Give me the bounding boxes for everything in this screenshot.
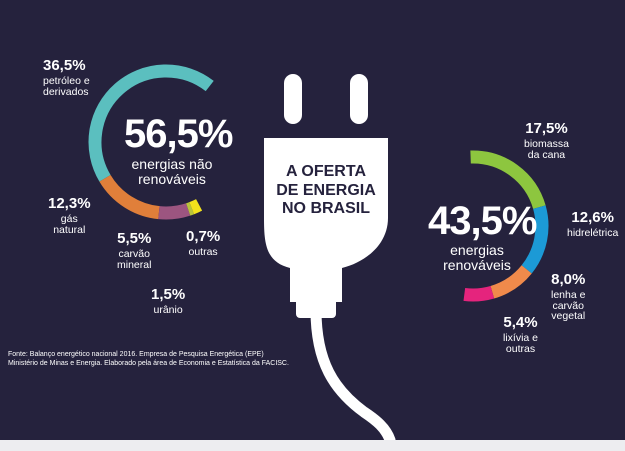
chart-canvas bbox=[88, 64, 549, 440]
name-line: lenha e bbox=[551, 289, 586, 301]
ring-segment-lenha bbox=[490, 265, 532, 299]
title-line: A OFERTA bbox=[286, 163, 366, 180]
name-petroleo: petróleo e derivados bbox=[43, 76, 90, 97]
value-lenha: 8,0% bbox=[551, 271, 586, 288]
name-line: mineral bbox=[117, 258, 152, 271]
ring-segment-carvao bbox=[158, 203, 191, 220]
name-line: hidrelétrica bbox=[567, 227, 619, 239]
name-lenha: lenha e carvão vegetal bbox=[551, 290, 585, 322]
chart-renewable bbox=[463, 150, 549, 302]
label-petroleo: 36,5% petróleo e derivados bbox=[43, 58, 90, 97]
name-carvao: carvão mineral bbox=[117, 249, 151, 270]
plug-prong-right bbox=[350, 74, 368, 124]
name-hidreletrica: hidrelétrica bbox=[567, 228, 618, 239]
plug-graphic bbox=[264, 74, 396, 440]
value-gas: 12,3% bbox=[48, 195, 91, 212]
renewable-total-caption: energias renováveis bbox=[436, 243, 518, 272]
name-line: carvão bbox=[552, 299, 584, 312]
title-line: DE ENERGIA bbox=[276, 181, 376, 199]
name-line: carvão bbox=[118, 248, 150, 260]
renewable-total-value: 43,5% bbox=[428, 199, 537, 243]
name-line: outras bbox=[505, 342, 536, 355]
source-line: Fonte: Balanço energético nacional 2016.… bbox=[8, 351, 264, 358]
name-outras-nr: outras bbox=[186, 247, 220, 258]
label-uranio: 1,5% urânio bbox=[151, 287, 185, 316]
label-gas: 12,3% gás natural bbox=[48, 196, 91, 235]
plug-cord bbox=[310, 304, 396, 440]
nonrenewable-total-caption: energias não renováveis bbox=[128, 157, 216, 186]
caption-line: renováveis bbox=[138, 170, 206, 187]
name-line: natural bbox=[53, 223, 86, 236]
ring-segment-biomassa bbox=[470, 150, 546, 210]
name-gas: gás natural bbox=[48, 214, 91, 235]
name-line: da cana bbox=[527, 148, 566, 161]
plug-neck bbox=[296, 298, 336, 318]
name-uranio: urânio bbox=[151, 305, 185, 316]
name-line: biomassa bbox=[524, 138, 569, 150]
ring-segment-hidreletrica bbox=[521, 205, 549, 274]
label-outras-nr: 0,7% outras bbox=[186, 229, 220, 258]
value-uranio: 1,5% bbox=[151, 286, 186, 303]
name-biomassa: biomassa da cana bbox=[524, 139, 569, 160]
plug-body bbox=[264, 138, 388, 302]
plug-title: A OFERTA DE ENERGIA NO BRASIL bbox=[266, 163, 386, 219]
source-line: Ministério de Minas e Energia. Elaborado… bbox=[8, 360, 289, 368]
ring-segment-petroleo bbox=[88, 64, 214, 182]
name-line: urânio bbox=[153, 304, 183, 316]
name-line: lixívia e bbox=[503, 332, 539, 344]
source-note: Fonte: Balanço energético nacional 2016.… bbox=[8, 350, 289, 369]
name-line: petróleo e bbox=[43, 75, 90, 87]
plug-prong-left bbox=[284, 74, 302, 124]
caption-line: energias não bbox=[131, 156, 213, 172]
bottom-strip bbox=[0, 440, 625, 451]
ring-segment-gas bbox=[99, 174, 160, 220]
value-petroleo: 36,5% bbox=[43, 57, 86, 74]
chart-nonrenewable bbox=[88, 64, 214, 220]
title-line: NO BRASIL bbox=[282, 200, 370, 218]
nonrenewable-total-value: 56,5% bbox=[124, 112, 233, 156]
label-carvao: 5,5% carvão mineral bbox=[117, 231, 151, 270]
caption-line: renováveis bbox=[443, 256, 511, 273]
ring-segment-lixivia bbox=[463, 285, 495, 302]
value-carvao: 5,5% bbox=[117, 230, 152, 247]
value-biomassa: 17,5% bbox=[525, 120, 568, 137]
name-line: derivados bbox=[43, 85, 89, 98]
ring-segment-uranio bbox=[189, 199, 203, 215]
ring-segment-outras bbox=[186, 202, 195, 216]
name-lixivia: lixívia e outras bbox=[503, 333, 538, 354]
name-line: vegetal bbox=[551, 310, 586, 323]
caption-line: energias bbox=[450, 242, 504, 258]
infographic: A OFERTA DE ENERGIA NO BRASIL 56,5% ener… bbox=[0, 0, 625, 440]
name-line: outras bbox=[188, 246, 218, 258]
label-lenha: 8,0% lenha e carvão vegetal bbox=[551, 272, 585, 322]
label-hidreletrica: 12,6% hidrelétrica bbox=[567, 210, 618, 239]
name-line: gás bbox=[60, 213, 78, 225]
value-hidreletrica: 12,6% bbox=[571, 209, 614, 226]
label-biomassa: 17,5% biomassa da cana bbox=[524, 121, 569, 160]
label-lixivia: 5,4% lixívia e outras bbox=[503, 315, 538, 354]
value-outras-nr: 0,7% bbox=[186, 228, 221, 245]
value-lixivia: 5,4% bbox=[503, 314, 538, 331]
